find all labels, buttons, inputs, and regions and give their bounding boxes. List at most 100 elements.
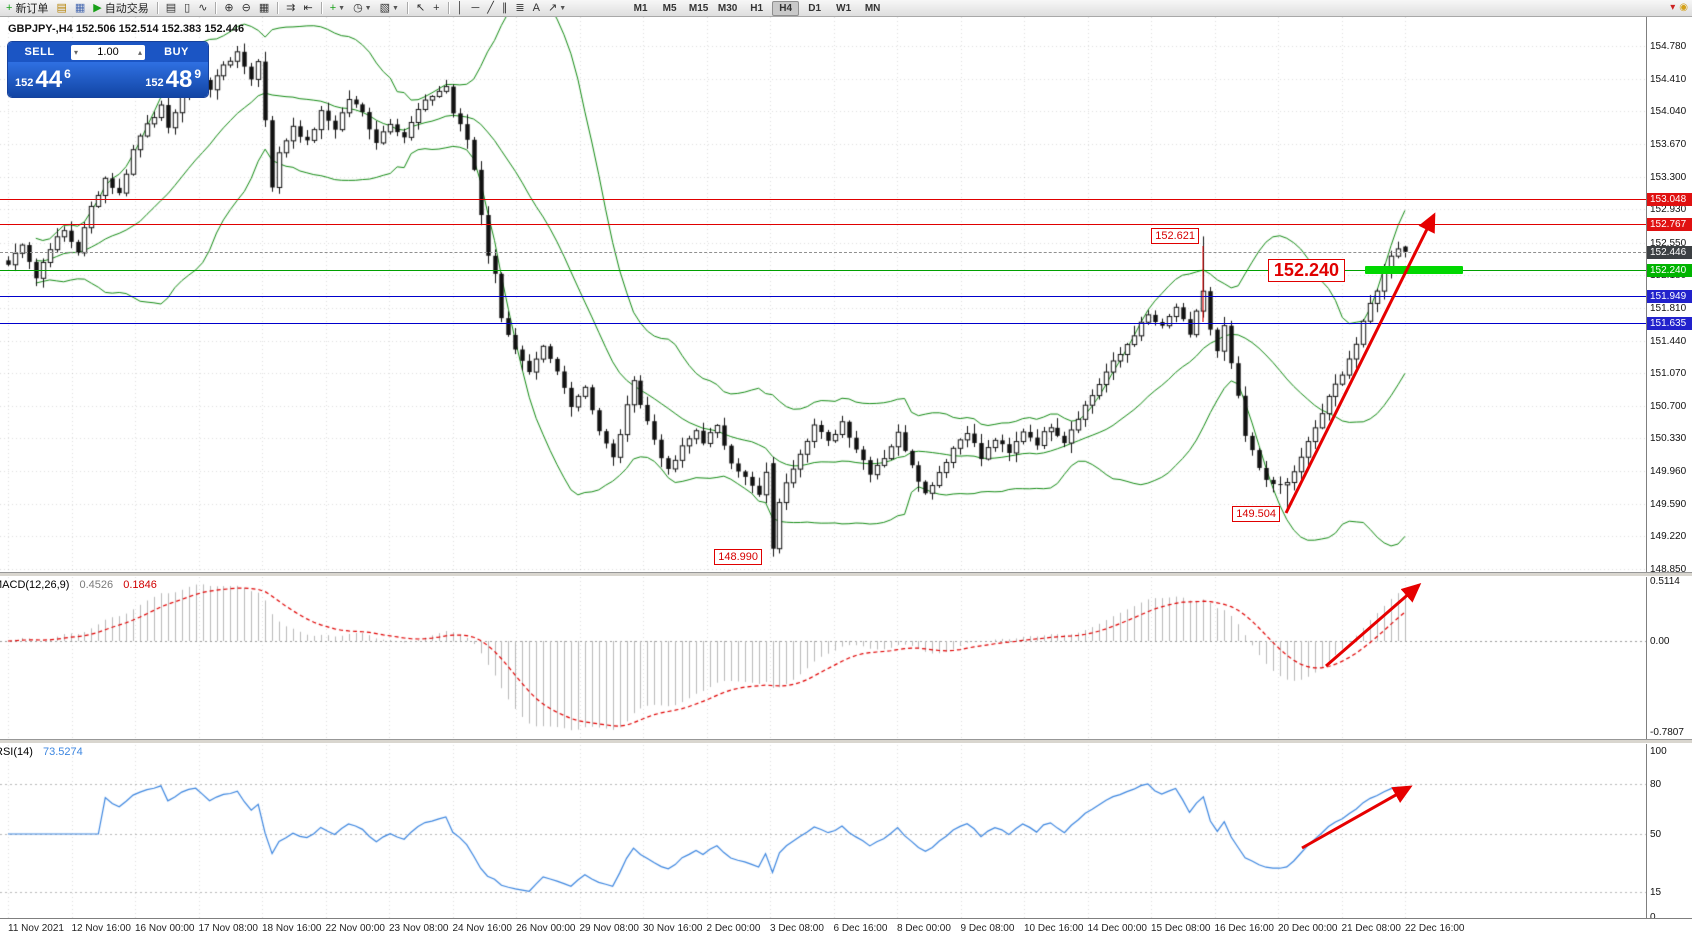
- spike-price-label[interactable]: 152.621: [1151, 228, 1199, 244]
- rsi-panel-splitter[interactable]: [0, 739, 1692, 744]
- price-tick: 153.670: [1650, 139, 1687, 150]
- time-label: 21 Dec 08:00: [1341, 923, 1402, 934]
- price-chart-canvas[interactable]: [0, 17, 1646, 918]
- horizontal-line-button[interactable]: ─: [468, 1, 482, 16]
- timeframe-m30-button[interactable]: M30: [717, 2, 738, 14]
- support-line-upper-tag: 151.949: [1647, 290, 1692, 303]
- sell-button[interactable]: SELL: [24, 46, 55, 58]
- new-order-button[interactable]: + 新订单: [3, 1, 51, 16]
- timeframe-m1-button[interactable]: M1: [633, 2, 648, 14]
- caret-down-icon: ▼: [559, 4, 567, 12]
- timeframe-mn-button[interactable]: MN: [864, 2, 881, 14]
- lot-increase-button[interactable]: ▴: [137, 47, 142, 57]
- auto-trading-button-label: 自动交易: [104, 3, 149, 15]
- price-tick: 149.220: [1650, 531, 1687, 542]
- resistance-line-lower[interactable]: [0, 224, 1646, 225]
- time-label: 22 Nov 00:00: [325, 923, 386, 934]
- candlestick-chart-icon: ▯: [184, 1, 191, 14]
- timeframe-w1-button[interactable]: W1: [836, 2, 852, 14]
- macd-indicator-label: MACD(12,26,9) 0.4526 0.1846: [0, 579, 157, 591]
- buy-price[interactable]: 152 48 9: [145, 66, 201, 93]
- support-line-lower[interactable]: [0, 323, 1646, 324]
- zoom-in-button[interactable]: ⊕: [221, 1, 236, 16]
- bar-chart-icon: ▤: [165, 1, 177, 14]
- one-click-trading-panel: SELL ▾ 1.00 ▴ BUY 152 44 6 152 48 9: [8, 42, 208, 97]
- time-label: 10 Dec 16:00: [1024, 923, 1084, 934]
- arrow-tool-button[interactable]: ↗ ▼: [545, 1, 569, 16]
- horizontal-line-icon: ─: [471, 1, 480, 14]
- trendline-button[interactable]: ╱: [484, 1, 497, 16]
- toolbar-separator: [156, 2, 158, 14]
- auto-trading-button[interactable]: ▶ 自动交易: [90, 1, 151, 16]
- rsi-scale-tick: 0: [1650, 912, 1656, 923]
- candlestick-chart-button[interactable]: ▯: [181, 1, 193, 16]
- time-label: 11 Nov 2021: [8, 923, 64, 934]
- line-chart-icon: ∿: [198, 1, 208, 14]
- chart-shift-button[interactable]: ⇤: [300, 1, 315, 16]
- lot-decrease-button[interactable]: ▾: [74, 47, 79, 57]
- macd-panel-splitter[interactable]: [0, 572, 1692, 577]
- resistance-line-upper[interactable]: [0, 199, 1646, 200]
- crosshair-button[interactable]: +: [430, 1, 442, 16]
- macd-signal-value: 0.1846: [123, 579, 157, 591]
- toolbar-separator: [215, 2, 217, 14]
- time-label: 18 Nov 16:00: [262, 923, 322, 934]
- buy-price-pip: 9: [194, 66, 201, 81]
- resistance-line-upper-tag: 153.048: [1647, 193, 1692, 206]
- macd-scale-tick: 0.00: [1650, 636, 1670, 647]
- resistance-line-lower-tag: 152.767: [1647, 218, 1692, 231]
- highlight-level-bar[interactable]: [1365, 266, 1463, 274]
- timeframe-h1-button[interactable]: H1: [750, 2, 764, 14]
- vertical-line-button[interactable]: │: [454, 1, 467, 16]
- time-axis[interactable]: 11 Nov 2021 12 Nov 16:00 16 Nov 00:00 17 No…: [0, 918, 1692, 940]
- timeframe-m5-button[interactable]: M5: [662, 2, 677, 14]
- buy-button[interactable]: BUY: [164, 46, 189, 58]
- text-tool-icon: A: [532, 1, 540, 14]
- periods-button[interactable]: ◷ ▼: [350, 1, 375, 16]
- alert-arrow-icon[interactable]: ▾: [1670, 2, 1676, 13]
- time-label: 22 Dec 16:00: [1405, 923, 1465, 934]
- key-level-green-line-tag: 152.240: [1647, 264, 1692, 277]
- indicators-button[interactable]: + ▼: [327, 1, 348, 16]
- zoom-out-icon: ⊖: [241, 1, 251, 14]
- templates-button[interactable]: ▧ ▼: [377, 1, 402, 16]
- templates-icon: ▧: [379, 1, 391, 14]
- text-tool-button[interactable]: A: [530, 1, 543, 16]
- bar-chart-button[interactable]: ▤: [163, 1, 179, 16]
- chart-list-button[interactable]: ▤: [53, 1, 69, 16]
- indicators-icon: +: [329, 1, 337, 14]
- timeframe-h4-button[interactable]: H4: [772, 0, 800, 16]
- timeframe-m15-button[interactable]: M15: [688, 2, 709, 14]
- time-label: 15 Dec 08:00: [1151, 923, 1211, 934]
- price-axis[interactable]: 153.048 152.767 152.446 152.240 151.949 151.6…: [1646, 17, 1692, 923]
- line-chart-button[interactable]: ∿: [195, 1, 210, 16]
- zoom-out-button[interactable]: ⊖: [239, 1, 254, 16]
- time-label: 3 Dec 08:00: [770, 923, 824, 934]
- crash-low-price-label[interactable]: 148.990: [714, 549, 762, 565]
- time-label: 6 Dec 16:00: [833, 923, 888, 934]
- lot-size-input[interactable]: ▾ 1.00 ▴: [71, 44, 145, 60]
- trade-panel-header-row: SELL ▾ 1.00 ▴ BUY: [8, 42, 208, 62]
- tile-windows-button[interactable]: ▦: [256, 1, 272, 16]
- time-label: 16 Nov 00:00: [135, 923, 195, 934]
- fibonacci-button[interactable]: ≣: [512, 1, 527, 16]
- time-label: 14 Dec 00:00: [1087, 923, 1148, 934]
- bid-price-line[interactable]: [0, 252, 1646, 253]
- channel-button[interactable]: ∥: [499, 1, 511, 16]
- auto-scroll-button[interactable]: ⇉: [283, 1, 298, 16]
- key-level-green-line[interactable]: [0, 270, 1646, 271]
- cursor-button[interactable]: ↖: [413, 1, 428, 16]
- swing-low-price-label[interactable]: 149.504: [1232, 506, 1280, 522]
- price-tick: 154.410: [1650, 74, 1687, 85]
- timeframe-d1-button[interactable]: D1: [808, 2, 822, 14]
- sell-price[interactable]: 152 44 6: [15, 65, 71, 93]
- sell-price-main: 44: [35, 65, 63, 93]
- support-line-upper[interactable]: [0, 296, 1646, 297]
- key-level-price-label[interactable]: 152.240: [1267, 259, 1345, 282]
- data-window-button[interactable]: ▦: [72, 1, 88, 16]
- status-circle-icon[interactable]: ◉: [1679, 2, 1688, 13]
- caret-down-icon: ▼: [338, 4, 346, 12]
- lot-size-value[interactable]: 1.00: [97, 46, 119, 58]
- price-tick: 152.930: [1650, 204, 1687, 215]
- toolbar-separator: [447, 2, 449, 14]
